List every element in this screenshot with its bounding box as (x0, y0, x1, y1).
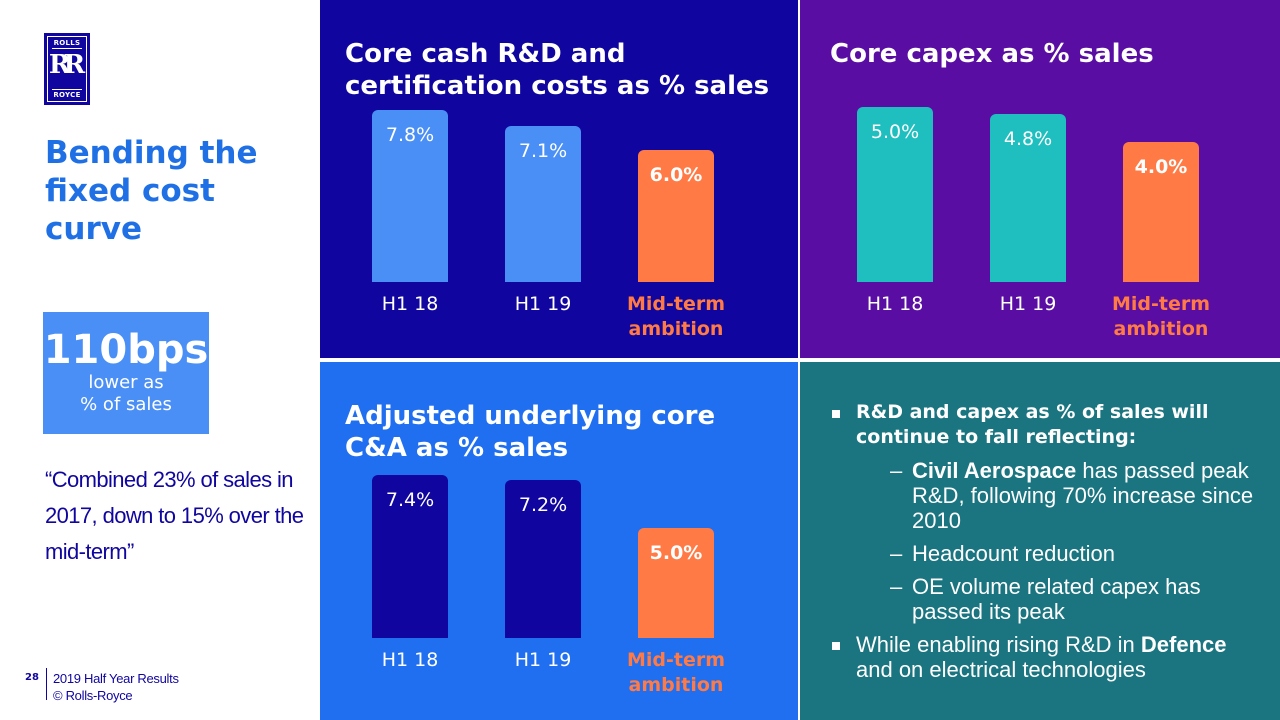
category-label: H1 18 (381, 649, 439, 671)
chart-bar (505, 479, 581, 638)
bullet-item: R&D and capex as % of sales will continu… (828, 400, 1258, 450)
dash-icon: – (890, 574, 903, 599)
sub-bullet-text: Headcount reduction (912, 541, 1116, 566)
chart-bar (372, 110, 448, 282)
rolls-royce-logo: ROLLS RR ROYCE (44, 33, 90, 105)
sub-bullet-text: has passed peak R&D, following 70% incre… (912, 458, 1254, 533)
sub-bullet-item: – Civil Aerospace has passed peak R&D, f… (828, 458, 1258, 533)
chart-bar (638, 150, 714, 282)
page-number: 28 (25, 672, 39, 683)
highlight-box: 110bps lower as % of sales (43, 312, 209, 434)
data-label: 4.0% (1134, 156, 1188, 178)
category-label: Mid-term ambition (626, 649, 726, 696)
category-label: Mid-term ambition (1111, 293, 1211, 340)
data-label: 7.2% (518, 493, 568, 516)
chart-bar (857, 107, 933, 282)
category-label: H1 19 (514, 293, 572, 315)
bullet-text: and on electrical technologies (856, 657, 1146, 682)
sub-bullet-item: – Headcount reduction (828, 541, 1258, 566)
bullet-item: While enabling rising R&D in Defence and… (828, 632, 1258, 682)
page-title: Bending the fixed cost curve (45, 135, 258, 247)
data-label: 5.0% (649, 542, 703, 564)
highlight-line2: % of sales (80, 394, 172, 415)
footer-line2: © Rolls-Royce (53, 688, 133, 703)
bullet-square-icon (832, 642, 840, 650)
commentary-list: R&D and capex as % of sales will continu… (828, 400, 1258, 690)
data-label: 6.0% (649, 164, 703, 186)
footer-divider (46, 668, 47, 700)
sub-bullet-item: – OE volume related capex has passed its… (828, 574, 1258, 624)
sub-bullet-text: OE volume related capex has passed its p… (912, 574, 1201, 624)
data-label: 5.0% (870, 121, 920, 143)
highlight-value: 110bps (43, 327, 209, 373)
data-label: 7.8% (385, 124, 435, 147)
category-label: H1 18 (866, 293, 924, 315)
data-label: 4.8% (1003, 128, 1053, 150)
footer-line1: 2019 Half Year Results (53, 671, 179, 686)
logo-top-text: ROLLS (53, 39, 81, 47)
category-label: H1 19 (514, 649, 572, 671)
chart-bar (990, 114, 1066, 282)
logo-monogram: RR (48, 50, 85, 80)
chart-title: Core capex as % sales (830, 39, 1154, 69)
quote: “Combined 23% of sales in 2017, down to … (45, 467, 304, 564)
emphasis-text: Civil Aerospace (912, 458, 1077, 483)
logo-bottom-text: ROYCE (53, 91, 81, 99)
rd-cost-chart-panel: Core cash R&D and certification costs as… (320, 0, 798, 358)
chart-bar (505, 125, 581, 282)
capex-chart-panel: Core capex as % sales 5.0% H1 18 4.8% H1 19… (800, 0, 1280, 358)
category-label: H1 19 (999, 293, 1057, 315)
bullet-text: While enabling rising R&D in (856, 632, 1141, 657)
chart-bar (1123, 142, 1199, 282)
chart-bar (638, 528, 714, 638)
dash-icon: – (890, 458, 903, 483)
data-label: 7.4% (385, 489, 435, 512)
bullet-square-icon (832, 410, 840, 418)
category-label: Mid-term ambition (626, 293, 726, 340)
footer-text: 2019 Half Year Results © Rolls-Royce (53, 670, 179, 704)
ca-chart-panel: Adjusted underlying core C&A as % sales … (320, 362, 798, 720)
highlight-line1: lower as (88, 372, 164, 393)
dash-icon: – (890, 541, 903, 566)
emphasis-text: Defence (1140, 632, 1227, 657)
chart-bar (372, 475, 448, 638)
data-label: 7.1% (518, 139, 568, 162)
chart-title: Adjusted underlying core C&A as % sales (345, 401, 716, 463)
commentary-panel: R&D and capex as % of sales will continu… (800, 362, 1280, 720)
chart-title: Core cash R&D and certification costs as… (345, 39, 770, 101)
bullet-text: R&D and capex as % of sales will continu… (856, 401, 1209, 448)
category-label: H1 18 (381, 293, 439, 315)
